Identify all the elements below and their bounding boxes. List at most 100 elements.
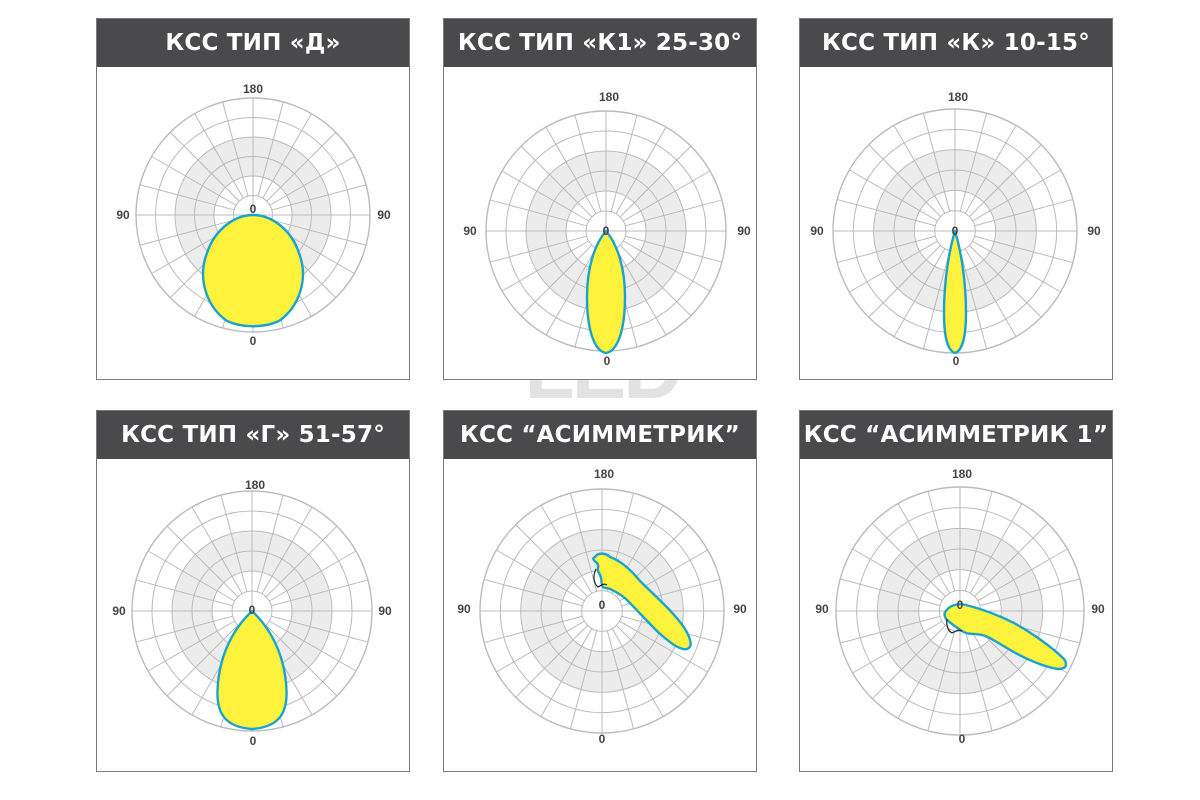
grid-spoke	[520, 244, 593, 317]
grid-spoke	[147, 620, 235, 672]
polar-diagram: 180 90 90 0 0	[97, 67, 409, 379]
grid-spoke	[964, 125, 1017, 214]
label-90-left: 90	[810, 224, 824, 238]
grid-spoke	[194, 113, 244, 199]
label-90-left: 90	[116, 208, 130, 222]
label-90-left: 90	[463, 224, 477, 238]
grid-spoke	[265, 525, 338, 598]
grid-spoke	[147, 550, 235, 602]
grid-spoke	[849, 240, 938, 293]
grid-spoke	[868, 144, 941, 217]
grid-spoke	[974, 522, 1049, 597]
grid-spoke	[897, 628, 951, 719]
grid-spoke	[837, 198, 936, 227]
grid-spoke	[496, 620, 585, 673]
grid-spoke	[269, 620, 357, 672]
polar-grid	[479, 488, 725, 734]
label-90-right: 90	[378, 604, 392, 618]
grid-spoke	[871, 625, 946, 700]
label-90-right: 90	[1091, 602, 1105, 616]
grid-spoke	[840, 578, 941, 607]
grid-spoke	[840, 615, 941, 644]
grid-spoke	[897, 503, 951, 594]
grid-spoke	[151, 156, 237, 206]
grid-spoke	[616, 625, 689, 698]
grid-spoke	[979, 578, 1080, 607]
intensity-curve	[585, 229, 627, 355]
panel-asymmetric: КСС “АСИММЕТРИК” 180 90 90 0 0	[443, 410, 757, 772]
label-90-left: 90	[815, 602, 829, 616]
grid-spoke	[625, 235, 723, 263]
grid-spoke	[574, 114, 602, 212]
panel-title: КСС ТИП «К» 10-15°	[800, 19, 1112, 67]
grid-spoke	[540, 628, 593, 717]
grid-spoke	[972, 169, 1061, 222]
grid-spoke	[540, 505, 593, 594]
grid-spoke	[893, 125, 946, 214]
grid-spoke	[545, 126, 597, 214]
grid-spoke	[135, 579, 233, 607]
label-0-center: 0	[952, 224, 959, 238]
grid-spoke	[927, 630, 956, 731]
panel-title: КСС “АСИММЕТРИК”	[444, 411, 756, 459]
grid-spoke	[569, 493, 598, 592]
grid-spoke	[484, 578, 583, 607]
grid-spoke	[964, 630, 993, 731]
grid-spoke	[969, 144, 1042, 217]
grid-spoke	[489, 235, 587, 263]
grid-spoke	[619, 620, 708, 673]
panel-type-k: КСС ТИП «К» 10-15° 180 90 90 0 0	[799, 18, 1113, 380]
grid-spoke	[922, 250, 951, 349]
label-0-bottom: 0	[599, 732, 606, 746]
label-0-center: 0	[599, 598, 606, 612]
grid-spoke	[964, 248, 1017, 337]
grid-spoke	[619, 145, 692, 218]
grid-spoke	[625, 199, 723, 227]
grid-spoke	[837, 235, 936, 264]
label-90-right: 90	[377, 208, 391, 222]
intensity-curve	[592, 552, 692, 651]
label-0-bottom: 0	[959, 732, 966, 746]
grid-spoke	[849, 169, 938, 222]
panel-title: КСС ТИП «Г» 51-57°	[97, 411, 409, 459]
label-180: 180	[594, 467, 614, 481]
grid-spoke	[623, 240, 711, 292]
grid-spoke	[569, 630, 598, 729]
label-0-center: 0	[250, 202, 257, 216]
label-90-left: 90	[112, 604, 126, 618]
grid-spoke	[266, 131, 337, 202]
grid-spoke	[610, 114, 638, 212]
grid-spoke	[868, 245, 941, 318]
grid-spoke	[974, 198, 1073, 227]
intensity-curve	[942, 229, 968, 355]
panel-title: КСС “АСИММЕТРИК 1”	[800, 411, 1112, 459]
label-0-bottom: 0	[953, 354, 960, 368]
grid-spoke	[269, 550, 357, 602]
grid-spoke	[927, 491, 956, 592]
label-180: 180	[952, 467, 972, 481]
grid-spoke	[959, 113, 988, 212]
panel-title: КСС ТИП «К1» 25-30°	[444, 19, 756, 67]
label-0-center: 0	[249, 603, 256, 617]
grid-spoke	[615, 126, 667, 214]
grid-spoke	[484, 615, 583, 644]
grid-spoke	[871, 522, 946, 597]
panel-title: КСС ТИП «Д»	[97, 19, 409, 67]
grid-spoke	[265, 624, 338, 697]
grid-spoke	[969, 503, 1023, 594]
grid-spoke	[489, 199, 587, 227]
grid-spoke	[515, 625, 588, 698]
label-0-bottom: 0	[250, 734, 257, 748]
grid-spoke	[545, 248, 597, 336]
grid-spoke	[271, 615, 369, 643]
intensity-curve	[943, 603, 1068, 671]
grid-spoke	[271, 219, 367, 246]
label-0-bottom: 0	[250, 334, 257, 348]
label-90-left: 90	[457, 602, 471, 616]
label-180: 180	[599, 90, 619, 104]
grid-spoke	[972, 240, 1061, 293]
grid-spoke	[269, 156, 355, 206]
grid-spoke	[139, 219, 235, 246]
grid-spoke	[135, 615, 233, 643]
label-0-center: 0	[957, 598, 964, 612]
